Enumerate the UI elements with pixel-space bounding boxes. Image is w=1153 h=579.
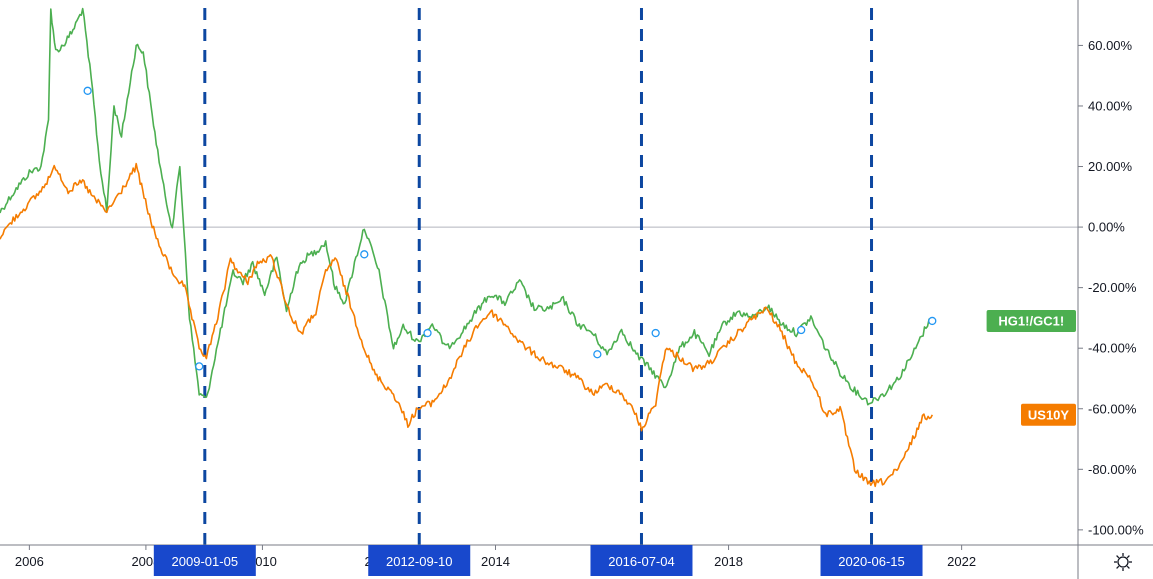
data-marker-6 <box>797 325 806 335</box>
series-layer <box>0 7 934 488</box>
last-value-tag-0: HG1!/GC1! <box>998 313 1064 328</box>
data-marker-5 <box>651 328 660 338</box>
settings-gear-icon[interactable] <box>1114 553 1132 571</box>
event-lines-layer <box>203 8 874 545</box>
y-tick-label: -40.00% <box>1088 341 1137 356</box>
last-value-tags-layer: HG1!/GC1! US10Y <box>986 309 1076 426</box>
y-tick-label: 40.00% <box>1088 98 1133 113</box>
x-tick-label: 2006 <box>15 554 44 569</box>
event-label-box-0 <box>153 545 256 576</box>
y-tick-label: -80.00% <box>1088 462 1137 477</box>
event-label-1: 2012-09-10 <box>386 554 453 569</box>
event-label-box-1 <box>368 545 471 576</box>
y-tick-label: -20.00% <box>1088 280 1137 295</box>
data-marker-2 <box>360 250 369 259</box>
series-line-0 <box>0 7 934 406</box>
last-value-tag-1: US10Y <box>1028 407 1070 422</box>
x-tick-label: 2018 <box>714 554 743 569</box>
x-tick-label: 2008 <box>131 554 160 569</box>
data-marker-3 <box>423 328 432 338</box>
last-value-tag-box-0 <box>986 309 1076 332</box>
event-label-2: 2016-07-04 <box>608 554 675 569</box>
last-value-tag-box-1 <box>1021 403 1076 426</box>
markers-layer <box>83 86 937 371</box>
event-labels-layer: 2009-01-05 2012-09-10 2016-07-04 2020-06-15 <box>153 545 923 576</box>
y-tick-label: -60.00% <box>1088 401 1137 416</box>
data-marker-4 <box>593 350 602 359</box>
x-tick-label: 2022 <box>947 554 976 569</box>
event-label-box-2 <box>590 545 693 576</box>
data-marker-1 <box>195 362 204 371</box>
y-tick-label: 60.00% <box>1088 38 1133 53</box>
y-tick-label: 20.00% <box>1088 159 1133 174</box>
y-tick-label: -100.00% <box>1088 522 1144 537</box>
y-tick-label: 0.00% <box>1088 220 1125 235</box>
series-line-1 <box>0 162 934 488</box>
data-marker-0 <box>83 86 92 95</box>
event-label-box-3 <box>820 545 923 576</box>
event-label-3: 2020-06-15 <box>838 554 905 569</box>
data-marker-7 <box>928 316 937 326</box>
event-label-0: 2009-01-05 <box>172 554 239 569</box>
x-tick-label: 2014 <box>481 554 510 569</box>
